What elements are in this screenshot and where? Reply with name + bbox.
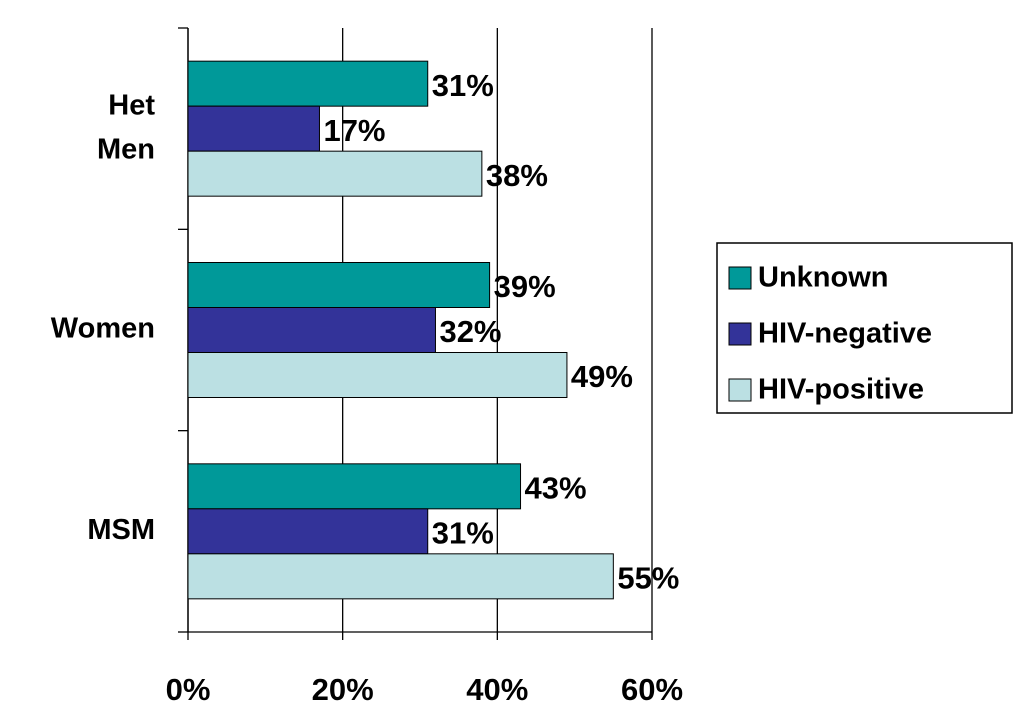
- value-label: 31%: [432, 68, 494, 103]
- legend-swatch: [728, 322, 752, 346]
- bar: [187, 150, 483, 197]
- value-label: 38%: [486, 158, 548, 193]
- bar: [187, 262, 491, 308]
- legend-label: Unknown: [758, 262, 889, 294]
- bar: [187, 105, 320, 152]
- x-tick-label: 60%: [621, 672, 683, 703]
- bar: [187, 553, 614, 600]
- value-label: 55%: [617, 561, 679, 596]
- bar: [187, 508, 429, 555]
- x-tick-label: 20%: [312, 672, 374, 703]
- category-label: MSM: [87, 514, 155, 546]
- legend-box: [716, 242, 1013, 414]
- x-tick-label: 40%: [466, 672, 528, 703]
- value-label: 43%: [525, 471, 587, 506]
- value-label: 32%: [439, 314, 501, 349]
- value-label: 39%: [494, 269, 556, 304]
- bar: [187, 463, 522, 510]
- bar: [187, 307, 436, 353]
- legend-label: HIV-negative: [758, 318, 932, 350]
- value-label: 49%: [571, 359, 633, 394]
- category-label: Het Men: [97, 89, 155, 165]
- x-tick-label: 0%: [166, 672, 211, 703]
- value-label: 17%: [323, 113, 385, 148]
- bar: [187, 60, 429, 107]
- legend-swatch: [728, 266, 752, 290]
- bar: [187, 352, 568, 398]
- legend-swatch: [728, 378, 752, 402]
- category-label: Women: [51, 313, 155, 345]
- value-label: 31%: [432, 516, 494, 551]
- legend-label: HIV-positive: [758, 374, 924, 406]
